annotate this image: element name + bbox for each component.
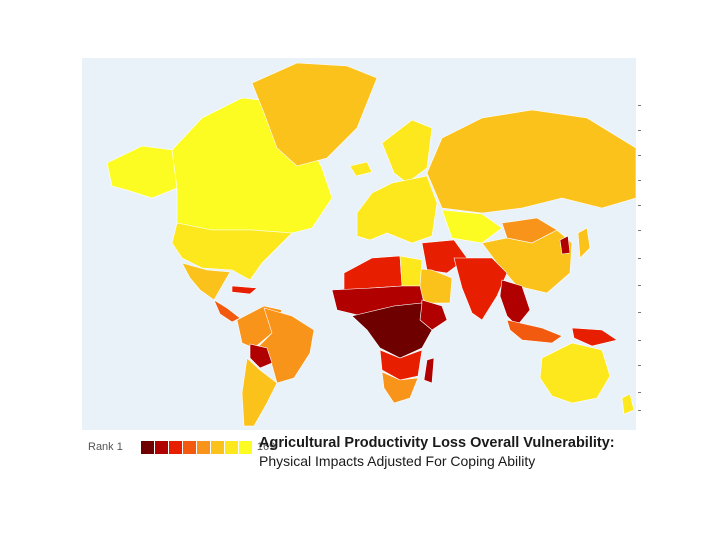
region-papua <box>571 327 618 347</box>
map-frame-rule <box>638 58 639 430</box>
legend-swatch-5 <box>196 440 210 454</box>
frame-tick-4 <box>638 180 641 181</box>
legend-color-scale <box>140 440 253 454</box>
map-title: Agricultural Productivity Loss Overall V… <box>259 435 615 451</box>
region-iceland <box>349 161 373 177</box>
region-madagascar <box>423 357 435 384</box>
region-usa <box>171 222 293 281</box>
region-southern-africa <box>379 349 423 381</box>
legend-max-label: 169 <box>256 441 276 453</box>
region-north-africa <box>343 255 403 291</box>
frame-tick-10 <box>638 340 641 341</box>
region-new-zealand <box>621 393 635 415</box>
region-central-africa <box>351 302 433 359</box>
frame-tick-13 <box>638 410 641 411</box>
region-egypt <box>399 255 423 287</box>
region-china <box>481 229 573 294</box>
legend-swatch-2 <box>154 440 168 454</box>
legend-swatch-1 <box>140 440 154 454</box>
world-map <box>82 58 636 430</box>
region-indonesia <box>506 319 563 344</box>
region-south-asia <box>453 257 508 321</box>
region-russia <box>426 109 636 214</box>
frame-tick-2 <box>638 130 641 131</box>
region-japan <box>577 227 591 259</box>
region-caribbean <box>231 285 258 295</box>
region-alaska <box>106 145 178 199</box>
world-map-svg <box>106 62 636 427</box>
frame-tick-5 <box>638 205 641 206</box>
region-australia <box>539 342 611 404</box>
region-central-america <box>213 299 241 323</box>
legend-swatch-4 <box>182 440 196 454</box>
region-brazil <box>256 307 315 384</box>
region-bolivia <box>249 343 273 369</box>
legend: Rank 1 169 <box>88 438 275 456</box>
legend-min-label: Rank 1 <box>88 441 123 453</box>
region-mexico <box>181 262 231 301</box>
region-scandinavia <box>381 119 433 184</box>
frame-tick-11 <box>638 365 641 366</box>
region-south-africa <box>381 371 419 404</box>
frame-tick-9 <box>638 312 641 313</box>
frame-tick-6 <box>638 230 641 231</box>
region-korea <box>559 235 571 255</box>
region-southern-cone <box>241 357 278 427</box>
legend-swatch-3 <box>168 440 182 454</box>
frame-tick-12 <box>638 392 641 393</box>
legend-swatch-6 <box>210 440 224 454</box>
region-kazakhstan <box>441 209 503 244</box>
region-greenland <box>251 62 378 167</box>
frame-tick-7 <box>638 258 641 259</box>
map-subtitle: Physical Impacts Adjusted For Coping Abi… <box>259 453 536 469</box>
frame-tick-3 <box>638 155 641 156</box>
frame-tick-8 <box>638 285 641 286</box>
region-europe <box>356 175 438 244</box>
frame-tick-1 <box>638 105 641 106</box>
legend-swatch-7 <box>224 440 238 454</box>
legend-swatch-8 <box>238 440 252 454</box>
